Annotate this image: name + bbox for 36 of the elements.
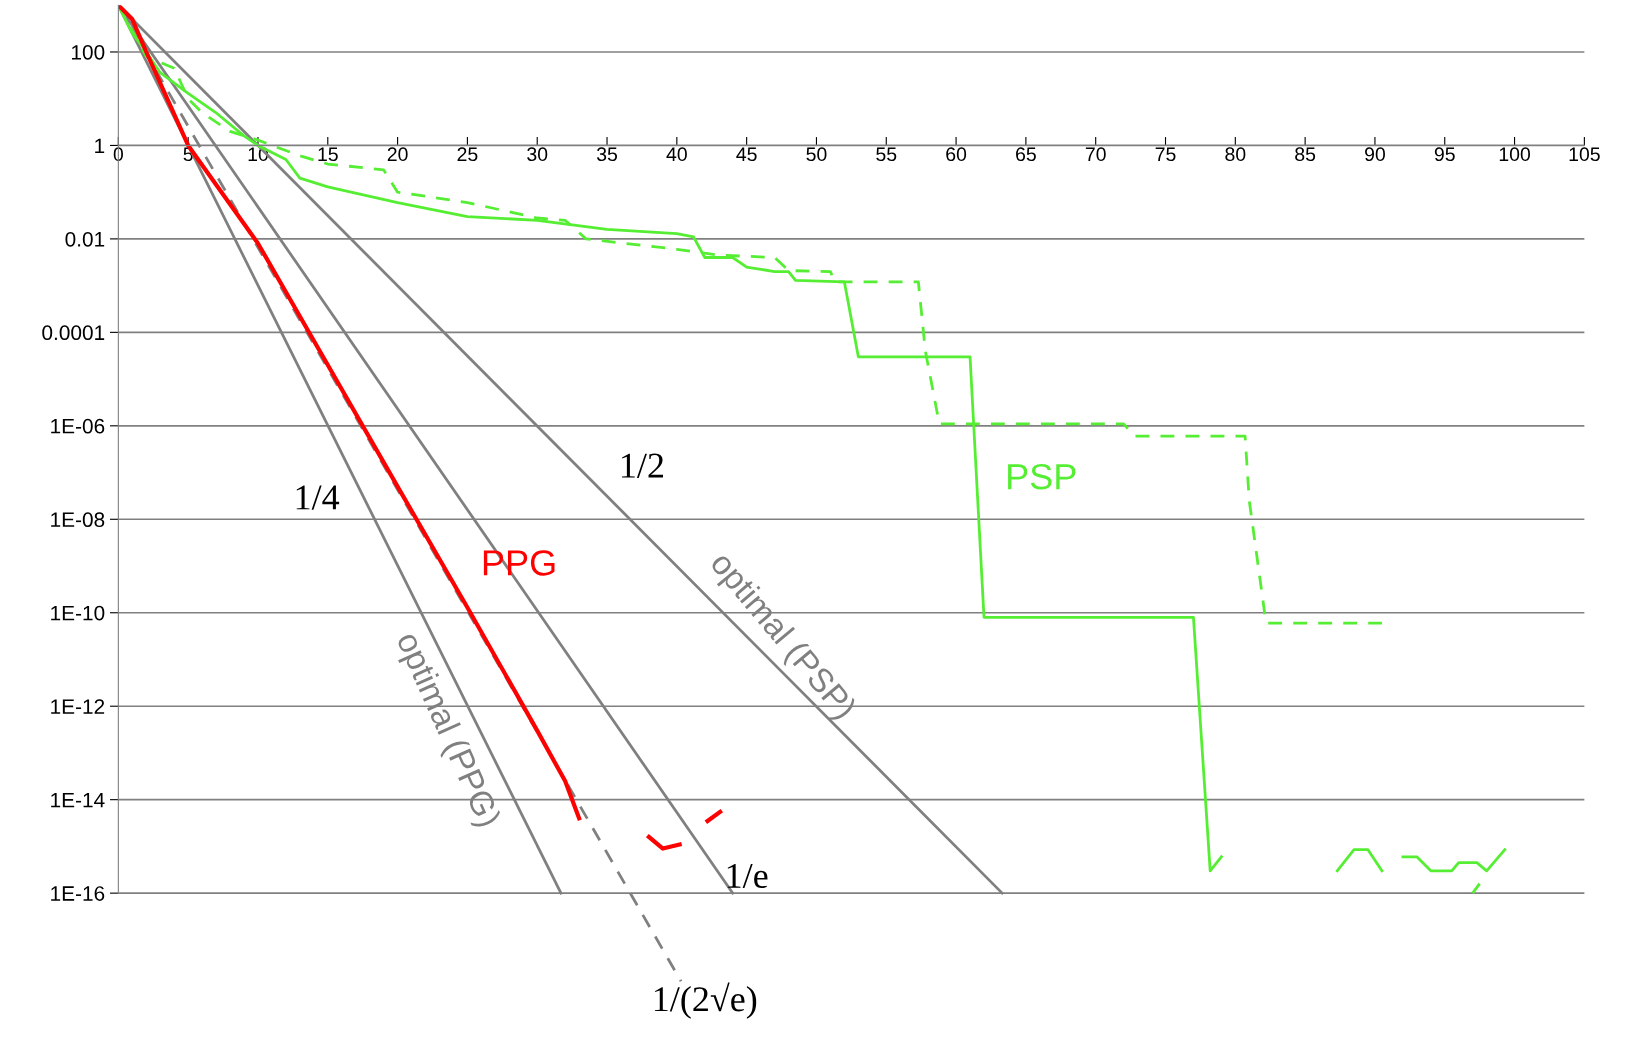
x-tick-label: 90 xyxy=(1365,147,1385,162)
series-label: 1/e xyxy=(727,863,768,889)
x-tick-label: 85 xyxy=(1295,147,1316,162)
y-tick-label: 1E-16 xyxy=(51,886,105,901)
y-tick-label: 1E-12 xyxy=(51,699,105,714)
y-tick-label: 1E-06 xyxy=(51,418,105,434)
series-label: PSP xyxy=(1008,463,1076,490)
series-label: 1/(2√e) xyxy=(654,982,757,1019)
x-tick-label: 45 xyxy=(736,147,757,162)
x-tick-label: 20 xyxy=(387,147,408,162)
x-tick-label: 0 xyxy=(113,147,123,162)
y-tick-label: 1 xyxy=(95,138,105,153)
x-tick-label: 100 xyxy=(1499,147,1531,162)
y-tick-label: 1E-08 xyxy=(51,512,105,528)
x-tick-label: 95 xyxy=(1434,147,1455,162)
series-label: 1/4 xyxy=(296,485,340,510)
y-tick-label: 1E-10 xyxy=(51,605,105,621)
x-tick-label: 60 xyxy=(946,147,967,162)
x-tick-label: 15 xyxy=(318,147,338,162)
x-tick-label: 80 xyxy=(1225,147,1246,162)
x-tick-label: 40 xyxy=(666,147,687,162)
x-tick-label: 75 xyxy=(1155,147,1176,162)
x-tick-label: 35 xyxy=(596,147,618,162)
x-tick-label: 25 xyxy=(457,147,478,162)
x-tick-label: 70 xyxy=(1085,147,1106,162)
series-label: 1/2 xyxy=(622,453,664,478)
y-tick-label: 0.01 xyxy=(65,231,105,247)
x-tick-label: 55 xyxy=(876,147,897,162)
series-label: PPG xyxy=(483,550,555,576)
x-tick-label: 65 xyxy=(1016,147,1036,162)
y-tick-label: 0.0001 xyxy=(42,325,105,341)
y-tick-label: 1E-14 xyxy=(51,792,105,808)
x-tick-label: 30 xyxy=(527,147,548,162)
y-tick-label: 100 xyxy=(71,44,105,60)
x-tick-label: 50 xyxy=(806,147,827,162)
x-tick-label: 105 xyxy=(1569,147,1600,162)
